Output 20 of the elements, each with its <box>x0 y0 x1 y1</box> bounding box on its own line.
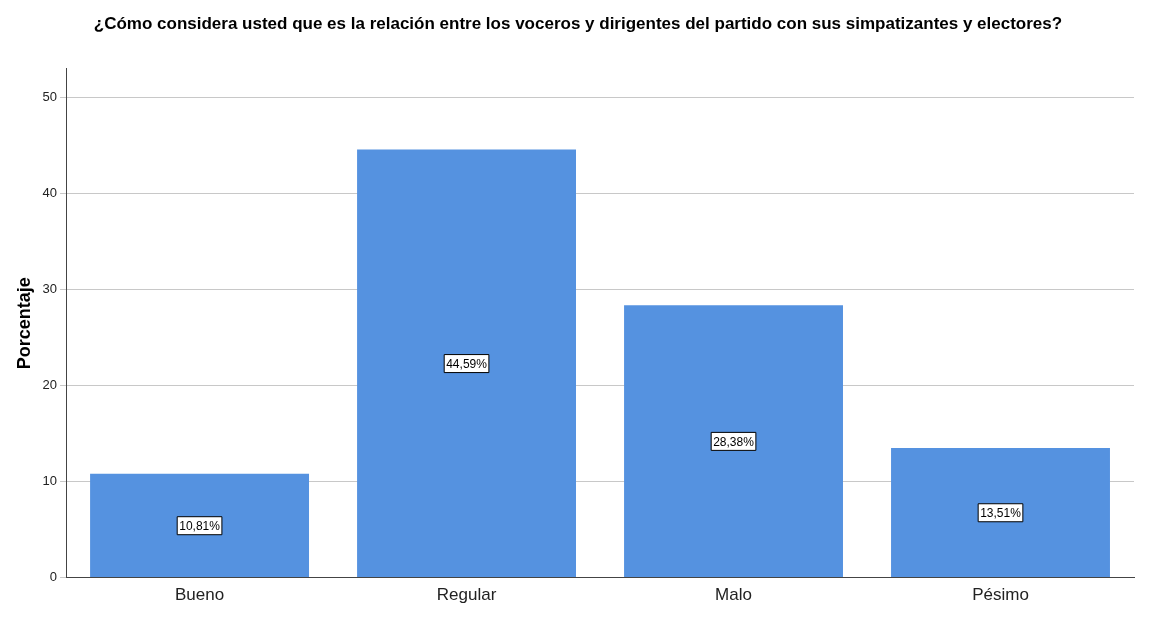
bar <box>891 447 1110 578</box>
x-tick-label: Regular <box>436 585 497 605</box>
data-label: 13,51% <box>980 506 1022 521</box>
y-tick-label: 0 <box>49 569 58 585</box>
y-tick-label: 40 <box>42 185 58 201</box>
data-label: 28,38% <box>713 434 755 449</box>
y-tick-label: 30 <box>42 281 58 297</box>
x-tick-label: Malo <box>715 585 752 605</box>
y-tick-label: 10 <box>42 473 58 489</box>
data-label: 10,81% <box>179 519 221 534</box>
y-tick-label: 20 <box>42 377 58 393</box>
bar <box>357 149 576 578</box>
x-tick-label: Pésimo <box>972 585 1029 605</box>
x-tick-label: Bueno <box>174 585 225 605</box>
bar <box>90 473 310 578</box>
data-label: 44,59% <box>446 356 488 371</box>
y-tick-label: 50 <box>42 89 58 105</box>
y-axis-title: Porcentaje <box>13 277 34 370</box>
chart-title: ¿Cómo considera usted que es la relación entre los voceros y dirigentes del partido con sus simpatizantes y electores? <box>92 13 1064 35</box>
bar <box>624 305 843 578</box>
